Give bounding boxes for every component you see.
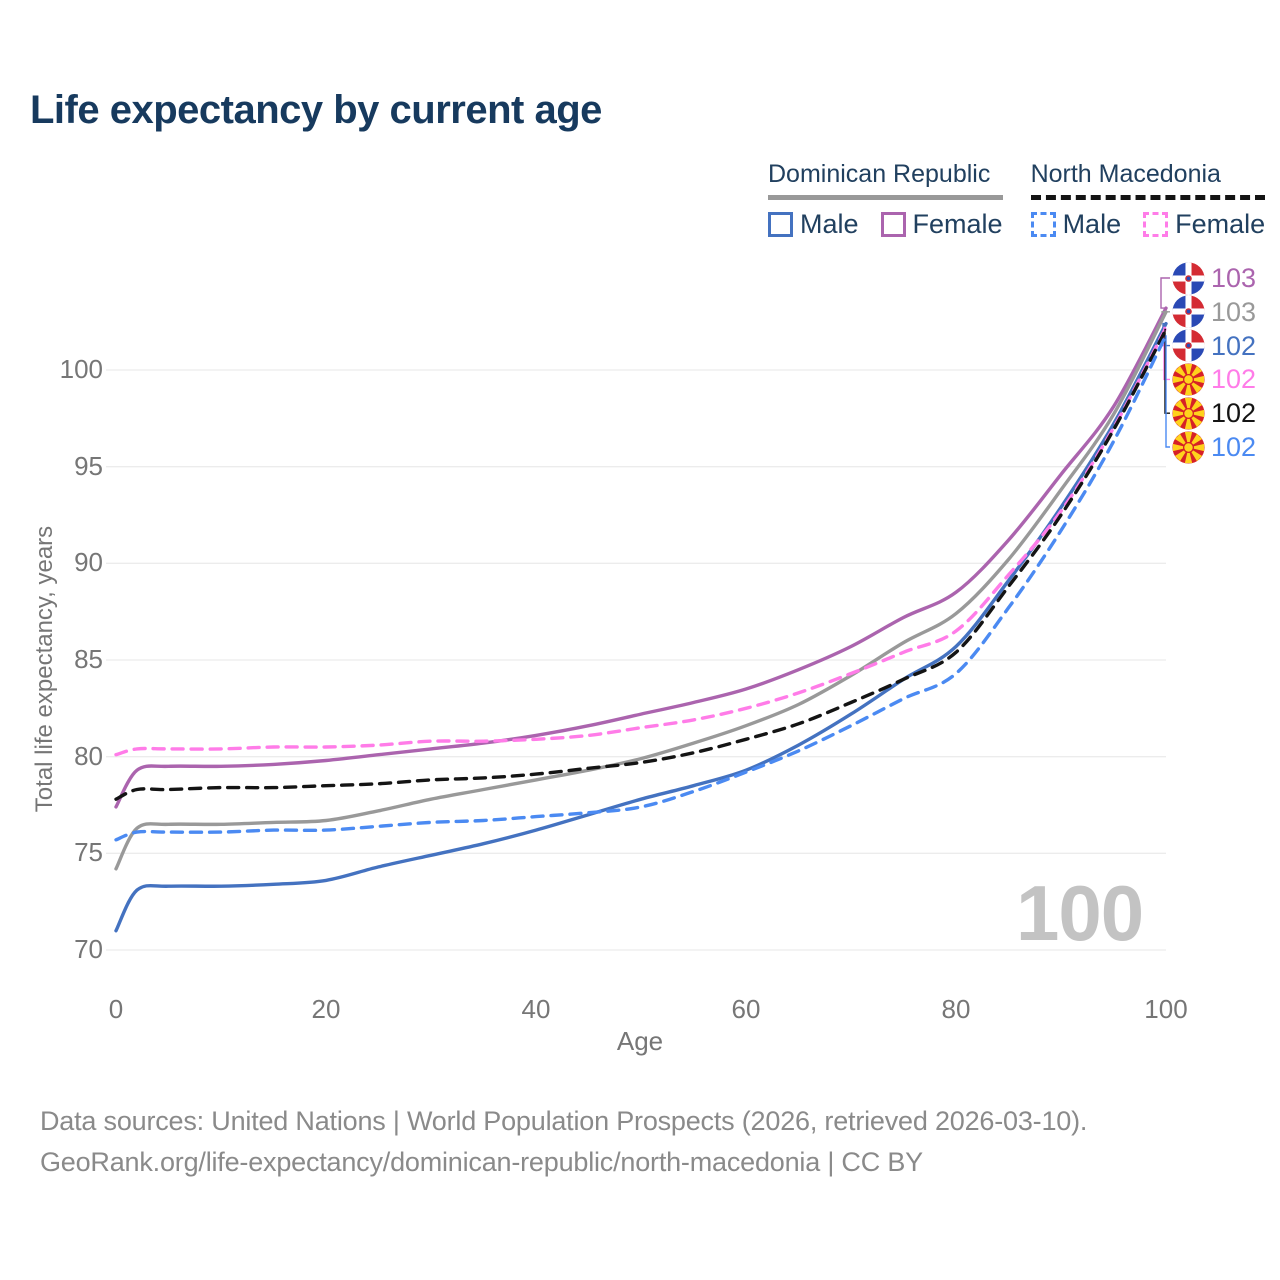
- series-line-north-macedonia-both-sexes: [114, 327, 1168, 801]
- endpoint-flag: [1172, 261, 1205, 295]
- x-tick-label: 60: [731, 994, 761, 1024]
- nm-male-swatch-icon: [1030, 212, 1056, 237]
- legend-country-title-north-macedonia: North Macedonia: [1030, 160, 1266, 200]
- legend-item-nm-male[interactable]: Male: [1030, 209, 1122, 240]
- legend-country-title-dominican-republic: Dominican Republic: [768, 160, 1003, 200]
- series-line-north-macedonia-female: [114, 325, 1168, 757]
- north-macedonia-flag-icon: [1172, 363, 1205, 396]
- x-tick-label: 20: [311, 994, 341, 1024]
- endpoint-flag: [1172, 397, 1205, 430]
- endpoint-value: 102: [1211, 398, 1257, 429]
- endpoint-value: 102: [1211, 364, 1257, 395]
- legend-item-nm-female[interactable]: Female: [1143, 209, 1265, 240]
- series-line-dominican-republic-male: [114, 321, 1168, 933]
- endpoint-flag: [1172, 363, 1205, 396]
- x-tick-label: 80: [941, 994, 971, 1024]
- y-tick-label: 85: [74, 644, 103, 674]
- endpoint-flag: [1172, 295, 1205, 328]
- x-axis-title: Age: [616, 1026, 664, 1056]
- legend-label-nm-male: Male: [1062, 209, 1122, 239]
- endpoint-value: 102: [1211, 330, 1257, 361]
- y-tick-label: 80: [74, 740, 103, 771]
- endpoint-value: 102: [1211, 432, 1257, 462]
- age-counter-watermark: 100: [1016, 869, 1144, 957]
- dominican-republic-flag-icon: [1172, 261, 1205, 295]
- series-line-dominican-republic-both-sexes: [114, 310, 1168, 871]
- dominican-republic-flag-icon: [1172, 329, 1205, 362]
- series-line-north-macedonia-male: [114, 333, 1168, 842]
- legend-item-dr-male[interactable]: Male: [768, 209, 859, 240]
- y-tick-label: 75: [74, 837, 103, 868]
- endpoint-connector: [1165, 335, 1170, 448]
- legend-group-north-macedonia: North Macedonia Male Female: [1030, 160, 1266, 240]
- legend-item-dr-female[interactable]: Female: [880, 209, 1003, 240]
- footer-data-sources: Data sources: United Nations | World Pop…: [40, 1106, 1088, 1136]
- x-tick-label: 0: [108, 994, 124, 1024]
- endpoint-flag: [1172, 329, 1205, 362]
- x-tick-label: 40: [521, 994, 551, 1024]
- x-tick-label: 100: [1144, 994, 1188, 1024]
- y-tick-label: 100: [59, 354, 103, 384]
- legend-group-dominican-republic: Dominican Republic Male Female: [768, 160, 1003, 240]
- y-tick-label: 95: [74, 450, 103, 481]
- legend-items-dominican-republic: Male Female: [768, 209, 1003, 240]
- chart-legend: Dominican Republic Male Female North Mac…: [768, 160, 1266, 240]
- series-line-dominican-republic-female: [114, 306, 1168, 809]
- dr-female-swatch-icon: [880, 212, 906, 237]
- legend-label-dr-female: Female: [912, 209, 1003, 239]
- dr-male-swatch-icon: [768, 212, 793, 237]
- endpoint-value: 103: [1211, 296, 1257, 327]
- page-title: Life expectancy by current age: [30, 88, 602, 132]
- legend-items-north-macedonia: Male Female: [1030, 209, 1265, 240]
- legend-label-dr-male: Male: [800, 209, 859, 239]
- footer-attribution: GeoRank.org/life-expectancy/dominican-re…: [40, 1147, 923, 1177]
- dominican-republic-flag-icon: [1172, 295, 1205, 328]
- north-macedonia-flag-icon: [1172, 430, 1205, 464]
- north-macedonia-flag-icon: [1172, 397, 1205, 430]
- endpoint-flag: [1172, 430, 1205, 464]
- y-tick-label: 70: [74, 934, 103, 964]
- endpoint-connector: [1163, 326, 1170, 381]
- legend-label-nm-female: Female: [1175, 209, 1266, 239]
- endpoint-value: 103: [1211, 263, 1257, 293]
- endpoint-connector: [1160, 277, 1170, 309]
- nm-female-swatch-icon: [1143, 212, 1169, 237]
- y-tick-label: 90: [74, 547, 103, 578]
- endpoint-connector: [1164, 328, 1170, 414]
